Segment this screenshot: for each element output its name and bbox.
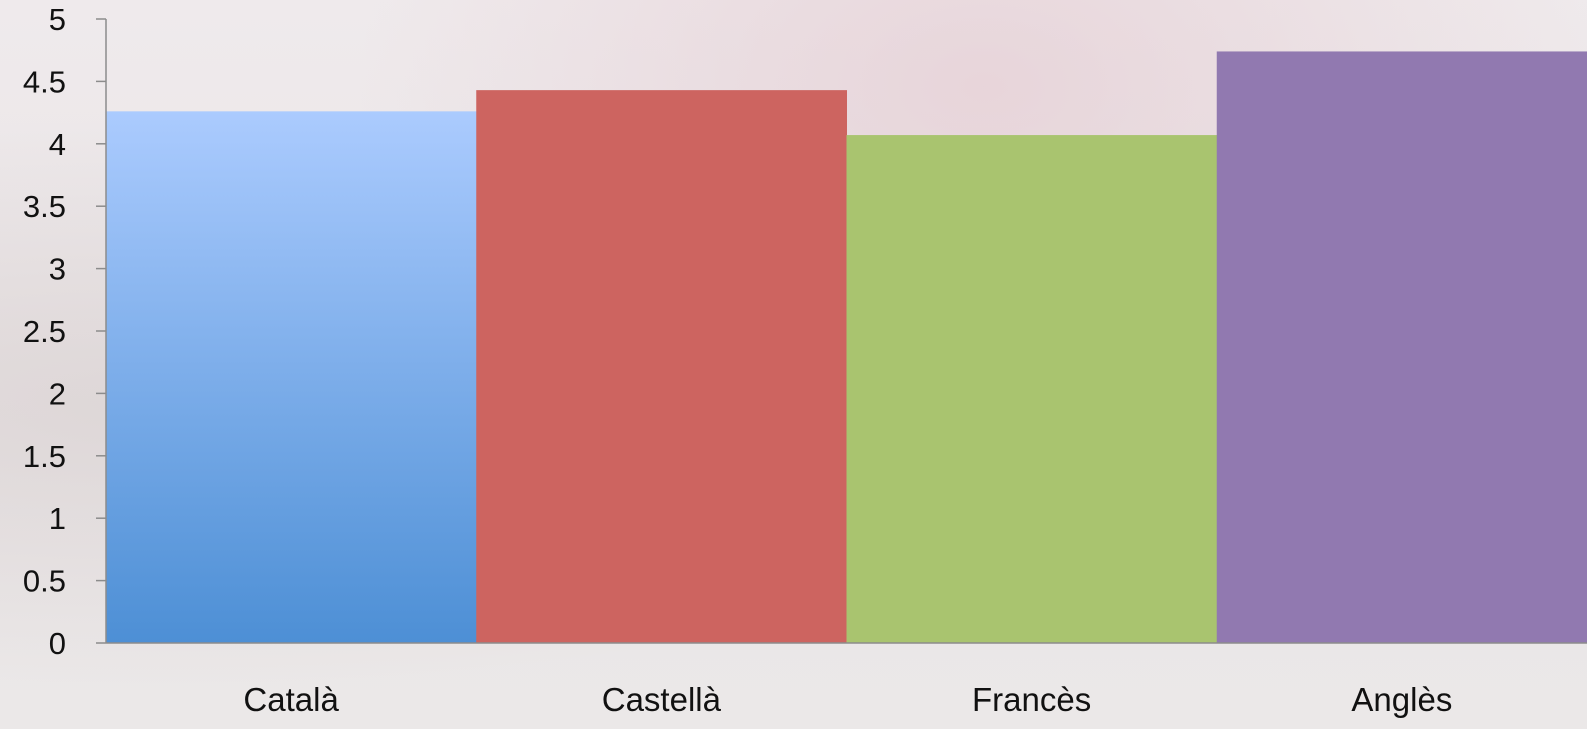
y-tick-label: 5	[49, 2, 66, 37]
x-axis-labels: Català Castellà Francès Anglès	[243, 681, 1452, 718]
y-tick-label: 1.5	[23, 439, 66, 474]
y-tick-label: 0.5	[23, 564, 66, 599]
y-tick-label: 0	[49, 626, 66, 661]
bar-castella	[476, 90, 847, 644]
y-tick-label: 3.5	[23, 189, 66, 224]
y-tick-label: 4.5	[23, 64, 66, 99]
x-category-label: Anglès	[1351, 681, 1452, 718]
y-tick-label: 3	[49, 252, 66, 287]
bars	[106, 51, 1587, 644]
x-category-label: Català	[243, 681, 339, 718]
y-tick-label: 1	[49, 501, 66, 536]
y-tick-label: 4	[49, 127, 66, 162]
bar-angles	[1216, 51, 1587, 643]
x-category-label: Francès	[972, 681, 1091, 718]
bar-catala	[106, 111, 477, 644]
bar-frances	[846, 135, 1218, 643]
y-axis-ticks: 0 0.5 1 1.5 2 2.5 3 3.5 4 4.5 5	[23, 2, 106, 661]
x-category-label: Castellà	[602, 681, 722, 718]
y-tick-label: 2	[49, 376, 66, 411]
y-tick-label: 2.5	[23, 314, 66, 349]
